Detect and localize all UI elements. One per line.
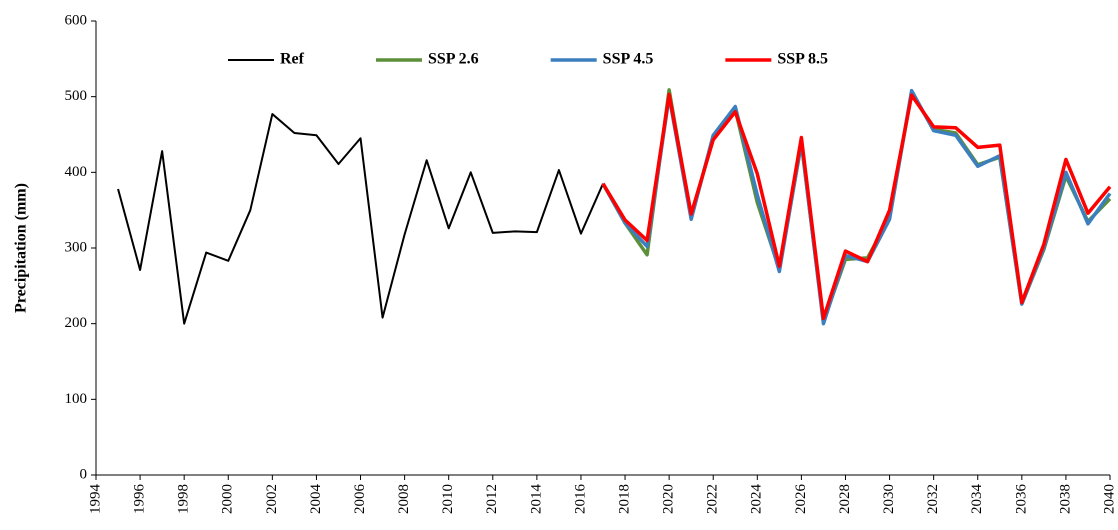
legend-label: SSP 8.5 bbox=[777, 51, 828, 68]
x-tick-label: 2038 bbox=[1057, 484, 1073, 514]
x-tick-label: 2000 bbox=[220, 484, 236, 514]
x-tick-label: 2008 bbox=[396, 484, 412, 514]
x-tick-label: 2034 bbox=[969, 484, 985, 515]
x-tick-label: 2028 bbox=[837, 484, 853, 514]
series-line bbox=[117, 113, 604, 325]
x-tick-label: 1998 bbox=[176, 484, 192, 514]
x-tick-label: 2002 bbox=[264, 484, 280, 514]
y-tick-label: 400 bbox=[65, 164, 88, 180]
x-tick-label: 2020 bbox=[661, 484, 677, 514]
x-tick-label: 2030 bbox=[881, 484, 897, 514]
legend-label: Ref bbox=[280, 51, 305, 68]
y-tick-label: 600 bbox=[65, 12, 88, 28]
x-tick-label: 2012 bbox=[484, 484, 500, 514]
legend-label: SSP 4.5 bbox=[603, 51, 654, 68]
series-line bbox=[601, 88, 1112, 324]
x-tick-label: 2004 bbox=[308, 484, 324, 515]
x-tick-label: 2040 bbox=[1101, 484, 1117, 514]
y-tick-label: 100 bbox=[65, 391, 88, 407]
y-tick-label: 0 bbox=[80, 466, 88, 482]
x-tick-label: 2016 bbox=[572, 484, 588, 515]
y-axis-label: Precipitation (mm) bbox=[13, 183, 30, 313]
x-tick-label: 2022 bbox=[705, 484, 721, 514]
series-line bbox=[601, 88, 1112, 326]
x-tick-label: 1994 bbox=[87, 484, 103, 515]
x-tick-label: 2024 bbox=[749, 484, 765, 515]
x-tick-label: 2018 bbox=[616, 484, 632, 514]
x-tick-label: 2036 bbox=[1013, 484, 1029, 515]
y-tick-label: 500 bbox=[65, 88, 88, 104]
legend-label: SSP 2.6 bbox=[428, 51, 479, 68]
x-tick-label: 2014 bbox=[528, 484, 544, 515]
series-line bbox=[601, 92, 1112, 321]
x-tick-label: 2026 bbox=[793, 484, 809, 515]
x-tick-label: 2006 bbox=[352, 484, 368, 515]
x-tick-label: 2032 bbox=[925, 484, 941, 514]
y-tick-label: 300 bbox=[65, 239, 88, 255]
y-tick-label: 200 bbox=[65, 315, 88, 331]
x-tick-label: 1996 bbox=[132, 484, 148, 515]
x-tick-label: 2010 bbox=[440, 484, 456, 514]
